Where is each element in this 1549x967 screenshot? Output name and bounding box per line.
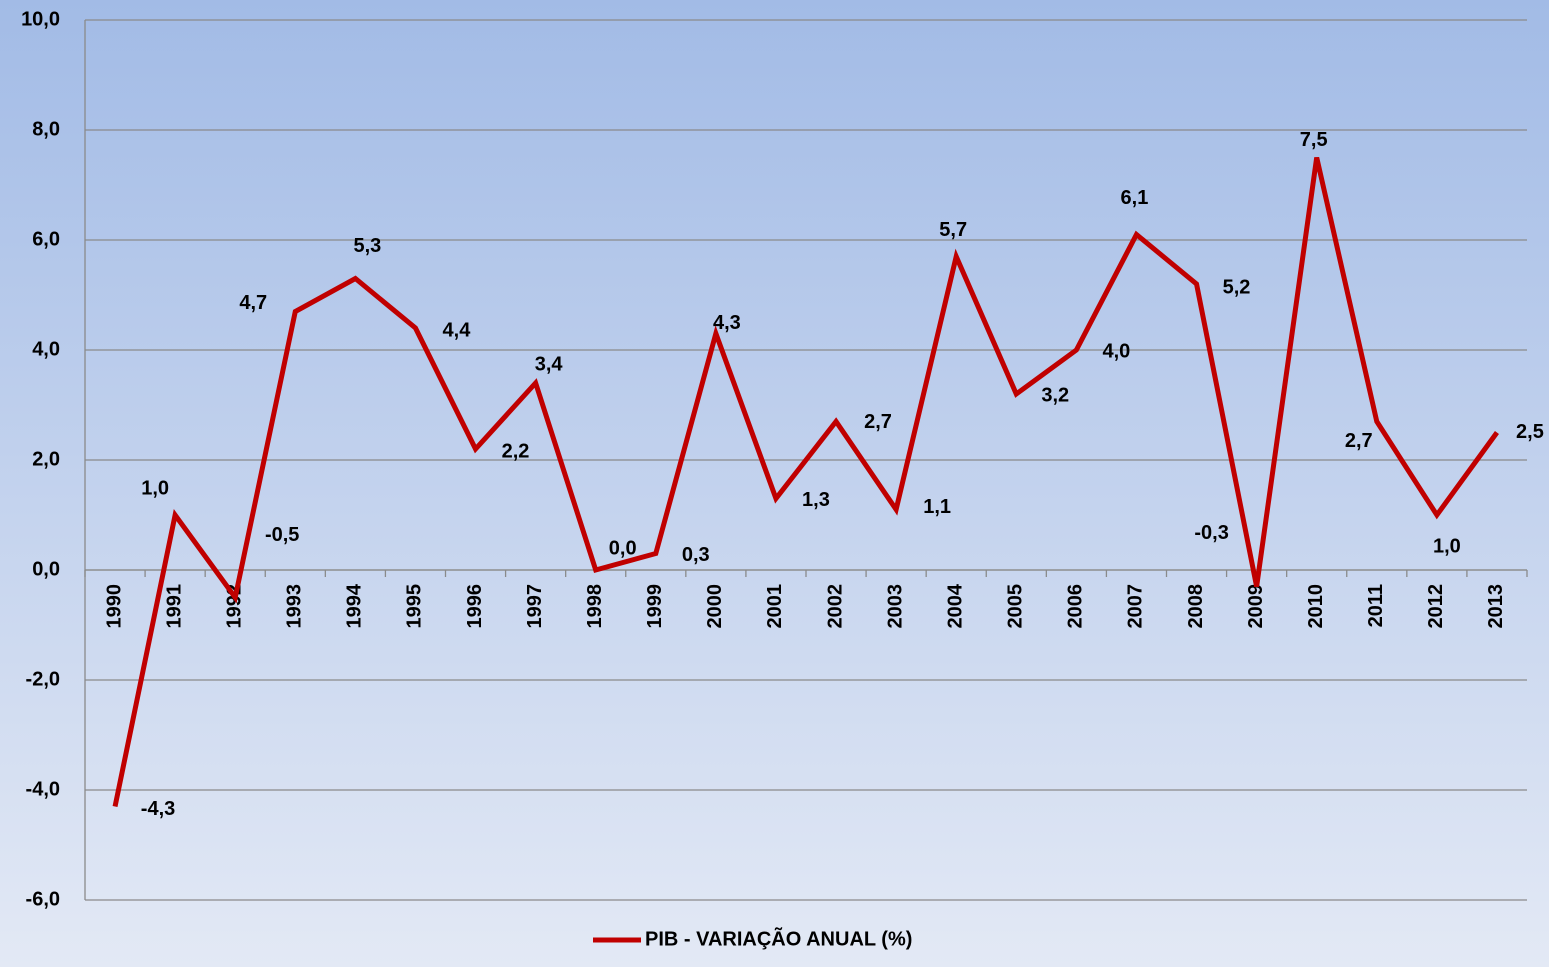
- data-label: 2,5: [1516, 421, 1544, 443]
- y-tick-label: -6,0: [26, 888, 60, 910]
- x-tick-label: 2002: [824, 584, 846, 629]
- data-label: 0,3: [682, 544, 710, 566]
- y-tick-label: -4,0: [26, 778, 60, 800]
- x-tick-label: 1999: [644, 584, 666, 629]
- x-tick-label: 2005: [1005, 584, 1027, 629]
- data-label: 7,5: [1300, 129, 1328, 151]
- x-tick-label: 2009: [1245, 584, 1267, 629]
- y-tick-label: 0,0: [32, 558, 60, 580]
- x-tick-label: 2010: [1305, 584, 1327, 629]
- x-tick-label: 1990: [103, 584, 125, 629]
- x-tick-label: 1993: [284, 584, 306, 629]
- y-tick-label: 6,0: [32, 228, 60, 250]
- x-tick-label: 1992: [223, 584, 245, 629]
- y-tick-label: 4,0: [32, 338, 60, 360]
- x-tick-label: 2013: [1485, 584, 1507, 629]
- data-label: 1,0: [141, 477, 169, 499]
- y-tick-label: 2,0: [32, 448, 60, 470]
- x-tick-label: 2006: [1065, 584, 1087, 629]
- x-tick-label: 2012: [1425, 584, 1447, 629]
- x-tick-label: 1998: [584, 584, 606, 629]
- data-label: 0,0: [609, 537, 637, 559]
- data-label: 5,2: [1223, 276, 1251, 298]
- data-label: 2,7: [1345, 430, 1373, 452]
- x-tick-label: 2000: [704, 584, 726, 629]
- data-line: [112, 156, 1499, 808]
- x-tick-label: 1996: [464, 584, 486, 629]
- data-label: 4,0: [1102, 340, 1130, 362]
- data-label: 1,1: [923, 496, 951, 518]
- data-label: 6,1: [1121, 187, 1149, 209]
- data-label: 2,2: [502, 440, 530, 462]
- x-tick-label: 2003: [884, 584, 906, 629]
- data-label: 2,7: [864, 411, 892, 433]
- x-tick-label: 2008: [1185, 584, 1207, 629]
- data-label: -0,5: [265, 524, 299, 546]
- data-label: 5,3: [353, 235, 381, 257]
- x-tick-label: 1991: [163, 584, 185, 629]
- data-label: 4,3: [713, 312, 741, 334]
- data-label: -4,3: [141, 798, 175, 820]
- data-label: 1,3: [802, 489, 830, 511]
- y-tick-label: -2,0: [26, 668, 60, 690]
- x-tick-label: 1997: [524, 584, 546, 629]
- data-label: 5,7: [939, 219, 967, 241]
- x-tick-label: 2011: [1365, 584, 1387, 627]
- data-label: 4,4: [443, 319, 472, 341]
- data-label: -0,3: [1194, 522, 1228, 544]
- data-label: 4,7: [239, 292, 267, 314]
- x-tick-label: 1995: [404, 584, 426, 629]
- x-tick-label: 1994: [344, 583, 366, 628]
- x-tick-label: 2007: [1125, 584, 1147, 629]
- y-tick-label: 10,0: [21, 8, 60, 30]
- legend-label: PIB - VARIAÇÃO ANUAL (%): [645, 927, 912, 950]
- x-tick-label: 2004: [944, 583, 966, 628]
- x-tick-label: 2001: [764, 584, 786, 629]
- data-label: 3,4: [535, 353, 564, 375]
- data-label: 1,0: [1433, 535, 1461, 557]
- y-tick-label: 8,0: [32, 118, 60, 140]
- data-label: 3,2: [1041, 384, 1069, 406]
